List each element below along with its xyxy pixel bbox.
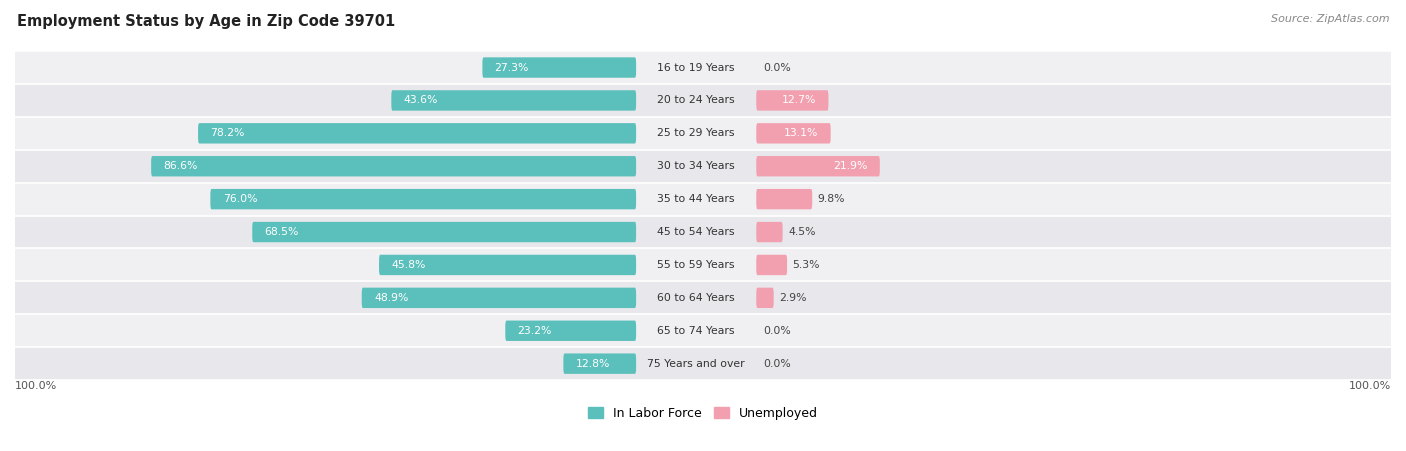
Text: 23.2%: 23.2% [517,326,553,336]
FancyBboxPatch shape [756,222,783,242]
Text: 21.9%: 21.9% [834,161,868,171]
Text: 9.8%: 9.8% [818,194,845,204]
FancyBboxPatch shape [505,321,636,341]
Text: 60 to 64 Years: 60 to 64 Years [658,293,735,303]
Text: 65 to 74 Years: 65 to 74 Years [658,326,735,336]
FancyBboxPatch shape [756,156,880,176]
Bar [15,249,1391,281]
Text: 13.1%: 13.1% [785,129,818,138]
FancyBboxPatch shape [756,123,831,143]
Bar [15,314,1391,347]
Bar [15,216,1391,249]
FancyBboxPatch shape [391,90,636,110]
Bar [15,117,1391,150]
Text: 75 Years and over: 75 Years and over [647,359,745,368]
FancyBboxPatch shape [564,354,636,374]
Text: Employment Status by Age in Zip Code 39701: Employment Status by Age in Zip Code 397… [17,14,395,28]
Text: 30 to 34 Years: 30 to 34 Years [658,161,735,171]
FancyBboxPatch shape [211,189,636,209]
FancyBboxPatch shape [252,222,636,242]
Text: Source: ZipAtlas.com: Source: ZipAtlas.com [1271,14,1389,23]
FancyBboxPatch shape [152,156,636,176]
Text: 5.3%: 5.3% [793,260,820,270]
Text: 78.2%: 78.2% [211,129,245,138]
FancyBboxPatch shape [380,255,636,275]
FancyBboxPatch shape [756,288,773,308]
Bar [15,51,1391,84]
Bar [15,347,1391,380]
Text: 16 to 19 Years: 16 to 19 Years [658,63,735,73]
Text: 55 to 59 Years: 55 to 59 Years [658,260,735,270]
Legend: In Labor Force, Unemployed: In Labor Force, Unemployed [588,407,818,420]
Text: 20 to 24 Years: 20 to 24 Years [658,96,735,106]
Bar [15,183,1391,216]
FancyBboxPatch shape [756,255,787,275]
Text: 48.9%: 48.9% [374,293,408,303]
Text: 100.0%: 100.0% [1348,381,1391,391]
Text: 76.0%: 76.0% [222,194,257,204]
Text: 12.7%: 12.7% [782,96,815,106]
Text: 12.8%: 12.8% [575,359,610,368]
Text: 100.0%: 100.0% [15,381,58,391]
Text: 68.5%: 68.5% [264,227,299,237]
FancyBboxPatch shape [756,90,828,110]
FancyBboxPatch shape [198,123,636,143]
Text: 86.6%: 86.6% [163,161,198,171]
Text: 4.5%: 4.5% [789,227,815,237]
Text: 0.0%: 0.0% [763,326,790,336]
Bar [15,84,1391,117]
FancyBboxPatch shape [756,189,813,209]
Bar [15,281,1391,314]
Text: 43.6%: 43.6% [404,96,439,106]
Text: 45 to 54 Years: 45 to 54 Years [658,227,735,237]
FancyBboxPatch shape [361,288,636,308]
FancyBboxPatch shape [482,57,636,78]
Bar [15,150,1391,183]
Text: 27.3%: 27.3% [495,63,529,73]
Text: 2.9%: 2.9% [779,293,807,303]
Text: 35 to 44 Years: 35 to 44 Years [658,194,735,204]
Text: 0.0%: 0.0% [763,359,790,368]
Text: 25 to 29 Years: 25 to 29 Years [658,129,735,138]
Text: 0.0%: 0.0% [763,63,790,73]
Text: 45.8%: 45.8% [391,260,426,270]
